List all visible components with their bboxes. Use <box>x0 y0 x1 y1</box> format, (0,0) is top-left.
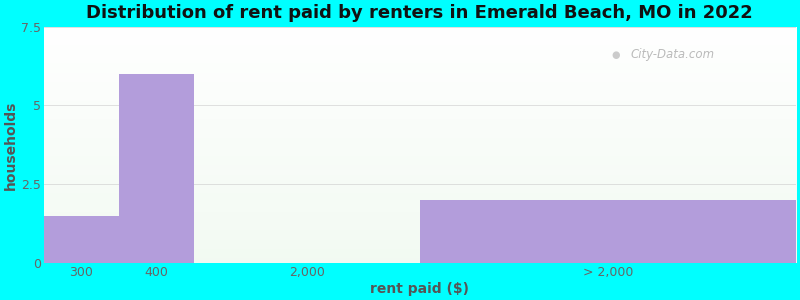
Bar <box>44 216 119 263</box>
Y-axis label: households: households <box>4 100 18 190</box>
Text: ●: ● <box>611 50 620 60</box>
Bar <box>119 74 194 263</box>
Title: Distribution of rent paid by renters in Emerald Beach, MO in 2022: Distribution of rent paid by renters in … <box>86 4 753 22</box>
Bar <box>420 200 796 263</box>
Text: City-Data.com: City-Data.com <box>630 48 714 62</box>
X-axis label: rent paid ($): rent paid ($) <box>370 282 470 296</box>
